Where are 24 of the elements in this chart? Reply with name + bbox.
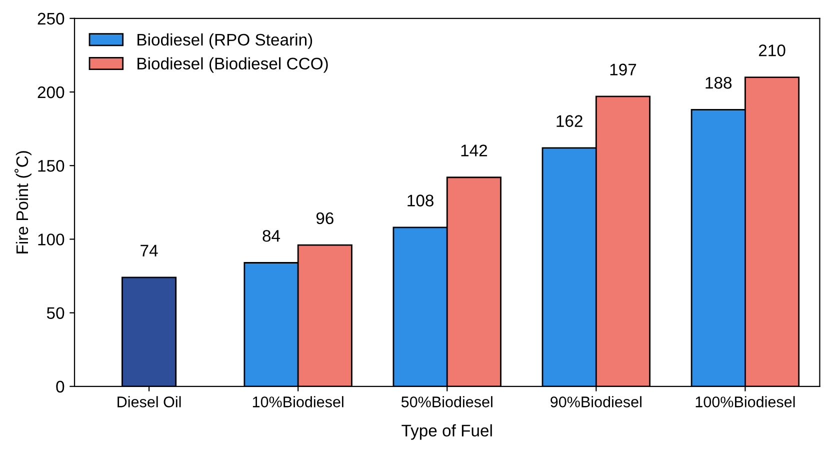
- y-tick-label: 0: [56, 380, 64, 393]
- x-tick-label: Diesel Oil: [118, 396, 181, 408]
- y-axis-title: Fire Point (˚C): [14, 151, 32, 254]
- data-label: 162: [556, 115, 582, 127]
- x-tick-label: 100%Biodiesel: [696, 396, 795, 408]
- data-label: 84: [262, 230, 280, 242]
- y-tick-label: 200: [38, 86, 64, 98]
- y-tick-label: 150: [38, 160, 64, 172]
- data-label: 188: [706, 76, 732, 89]
- data-label: 197: [610, 64, 636, 76]
- data-label: 108: [408, 194, 434, 206]
- x-tick-label: 50%Biodiesel: [401, 396, 492, 408]
- x-axis-title: Type of Fuel: [402, 424, 492, 440]
- data-label: 74: [140, 244, 158, 256]
- data-label: 142: [461, 144, 488, 156]
- y-tick-label: 50: [46, 307, 64, 320]
- x-tick-label: 10%Biodiesel: [252, 396, 344, 408]
- legend-label: Biodiesel (Biodiesel CCO): [138, 57, 328, 73]
- data-label: 210: [758, 44, 786, 56]
- y-tick-label: 250: [38, 12, 64, 25]
- legend-label: Biodiesel (RPO Stearin): [138, 33, 312, 49]
- x-tick-label: 90%Biodiesel: [550, 396, 642, 408]
- data-label: 96: [316, 212, 334, 224]
- y-tick-label: 100: [38, 234, 64, 246]
